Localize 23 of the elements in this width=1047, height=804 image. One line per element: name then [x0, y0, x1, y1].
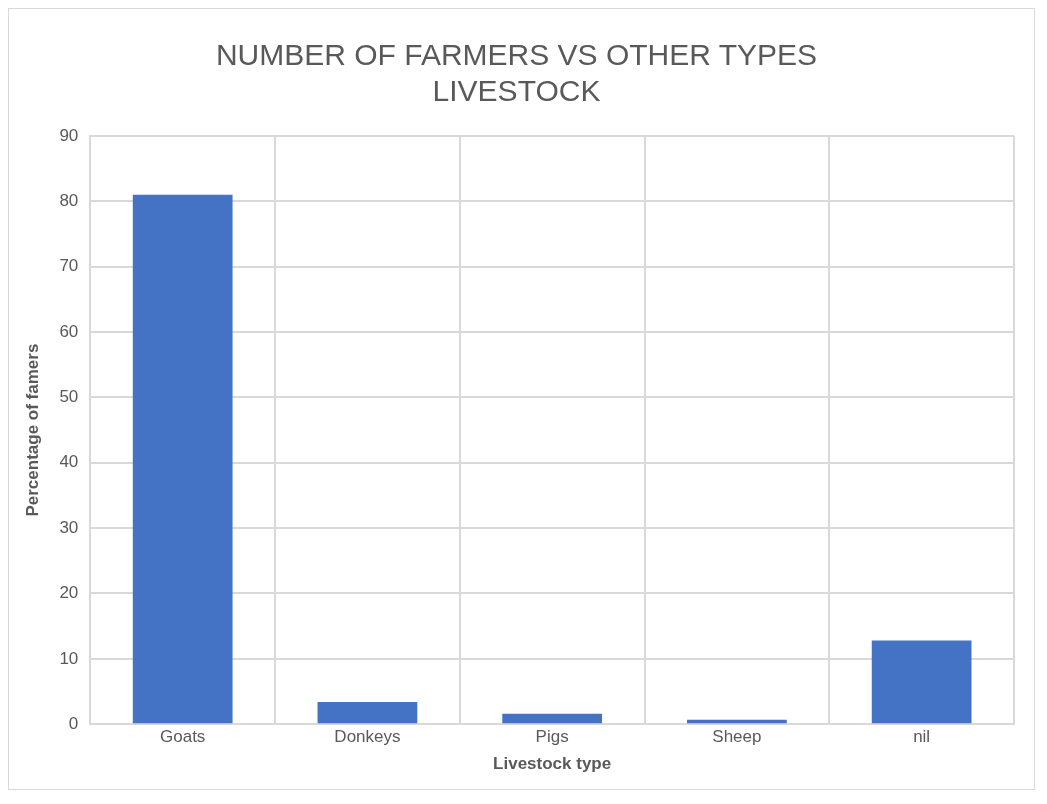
bar — [871, 640, 972, 724]
text: NUMBER OF FARMERS VS OTHER TYPES — [215, 38, 818, 72]
x-tick-label: Goats — [160, 727, 206, 747]
y-tick-label: 10 — [59, 648, 79, 668]
y-tick-label: 80 — [59, 191, 79, 211]
y-tick-label: 0 — [68, 713, 79, 733]
y-tick-label: 30 — [59, 517, 79, 537]
x-tick-label: nil — [913, 727, 931, 747]
y-tick-label: 20 — [59, 583, 79, 603]
x-tick-label: Pigs — [535, 727, 569, 747]
x-axis-title: Livestock type — [493, 754, 612, 774]
x-tick-label: Sheep — [712, 727, 762, 747]
y-tick-label: 50 — [59, 387, 79, 407]
y-axis-title: Percentage of famers — [22, 343, 42, 517]
y-tick-label: 90 — [59, 125, 79, 145]
bar — [502, 713, 603, 724]
bar — [132, 194, 233, 724]
y-tick-label: 40 — [59, 452, 79, 472]
y-tick-label: 60 — [59, 321, 79, 341]
x-tick-label: Donkeys — [334, 727, 401, 747]
text: LIVESTOCK — [432, 74, 601, 108]
bar — [317, 701, 418, 724]
y-tick-label: 70 — [59, 256, 79, 276]
